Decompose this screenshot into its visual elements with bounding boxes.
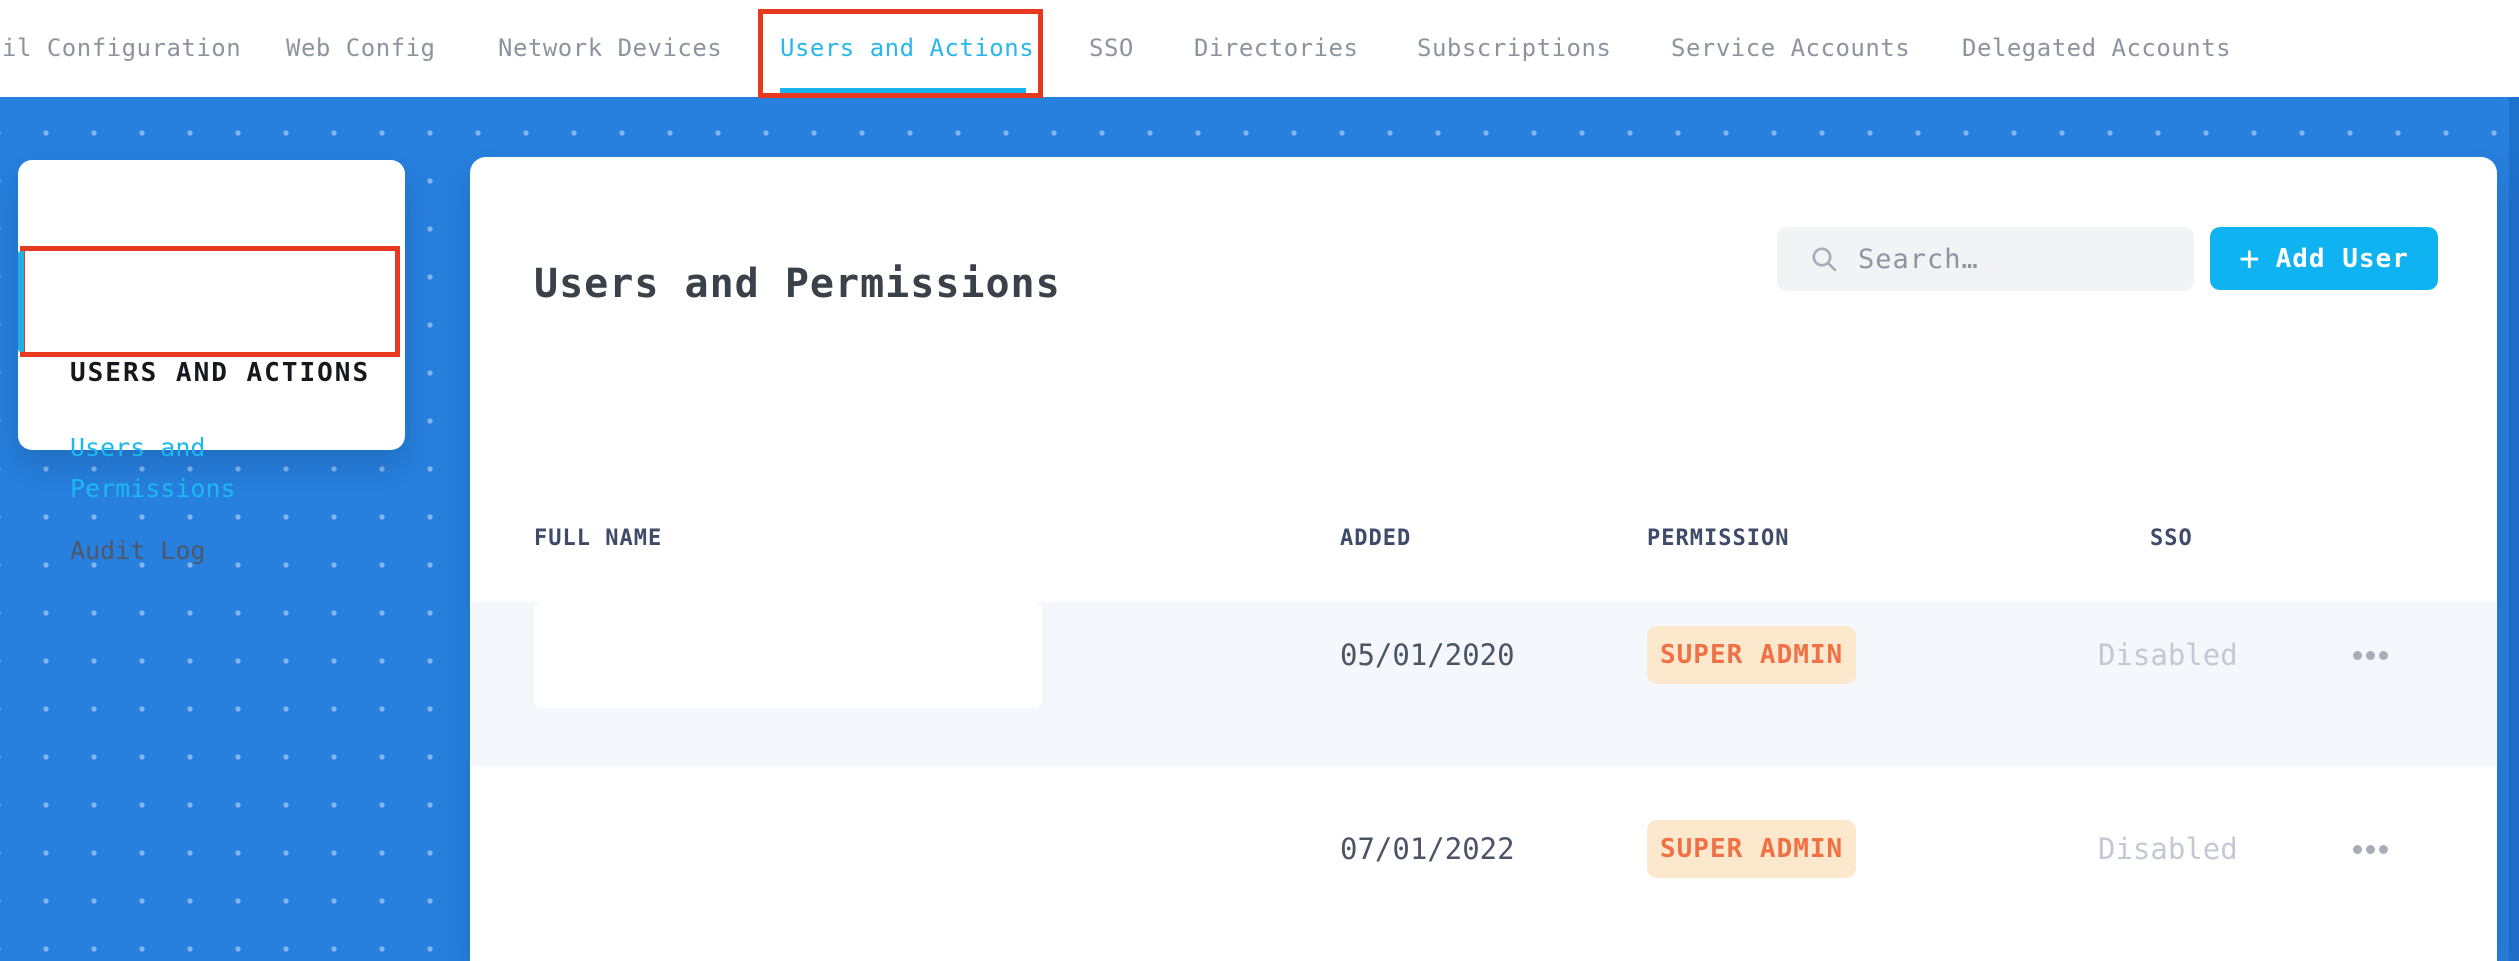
sso-status: Disabled [2098, 638, 2238, 672]
tab-service-accounts[interactable]: Service Accounts [1671, 34, 1911, 62]
search-icon [1812, 247, 1837, 271]
tab-directories[interactable]: Directories [1194, 34, 1359, 62]
tab-sso[interactable]: SSO [1089, 34, 1134, 62]
table-body: 05/01/2020 SUPER ADMIN Disabled 07/01/20… [470, 572, 2497, 961]
row-actions-ellipsis-icon[interactable] [2353, 844, 2395, 854]
tab-subscriptions[interactable]: Subscriptions [1417, 34, 1612, 62]
top-nav: il Configuration Web Config Network Devi… [0, 0, 2519, 97]
sidebar-item-users-and-permissions[interactable]: Users and Permissions [70, 433, 236, 503]
table-row: 07/01/2022 SUPER ADMIN Disabled [470, 796, 2497, 960]
table-row: 05/01/2020 SUPER ADMIN Disabled [470, 602, 2497, 766]
users-and-permissions-panel: Users and Permissions + Add User FULL NA… [470, 157, 2497, 961]
column-header-full-name: FULL NAME [534, 525, 663, 551]
permission-badge: SUPER ADMIN [1647, 626, 1857, 684]
full-name-redacted-placeholder [534, 602, 1042, 708]
column-header-added: ADDED [1340, 525, 1412, 551]
sso-status: Disabled [2098, 832, 2238, 866]
plus-icon: + [2239, 238, 2260, 279]
add-user-label: Add User [2275, 243, 2409, 274]
tab-users-and-actions[interactable]: Users and Actions [780, 34, 1035, 62]
added-date: 05/01/2020 [1340, 638, 1515, 672]
add-user-button[interactable]: + Add User [2210, 227, 2438, 290]
table-header-row: FULL NAME ADDED PERMISSION SSO [470, 515, 2497, 561]
permission-badge: SUPER ADMIN [1647, 820, 1857, 878]
column-header-permission: PERMISSION [1647, 525, 1790, 551]
page-title: Users and Permissions [534, 260, 1061, 307]
sidebar-card: USERS AND ACTIONS Users and Permissions … [18, 160, 405, 565]
tab-delegated-accounts[interactable]: Delegated Accounts [1962, 34, 2232, 62]
added-date: 07/01/2022 [1340, 832, 1515, 866]
tab-configuration[interactable]: il Configuration [2, 34, 242, 62]
tab-web-config[interactable]: Web Config [286, 34, 436, 62]
row-actions-ellipsis-icon[interactable] [2353, 650, 2395, 660]
full-name-redacted-placeholder [534, 796, 1042, 902]
sidebar-active-indicator [18, 251, 24, 352]
search-box[interactable] [1777, 227, 2194, 291]
tab-network-devices[interactable]: Network Devices [498, 34, 723, 62]
sidebar-heading: USERS AND ACTIONS [70, 358, 371, 388]
search-input[interactable] [1856, 242, 2180, 276]
right-edge-strip [2509, 97, 2519, 961]
active-tab-underline [780, 88, 1026, 97]
column-header-sso: SSO [2150, 525, 2193, 551]
sidebar-item-audit-log[interactable]: Audit Log [70, 536, 206, 565]
